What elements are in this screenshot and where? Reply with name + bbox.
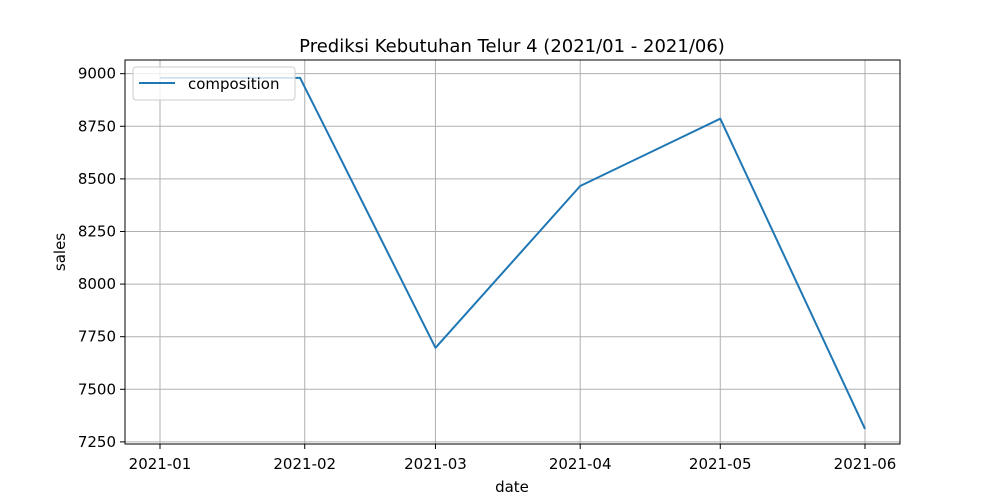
plot-frame bbox=[124, 59, 901, 445]
x-axis-label: date bbox=[495, 478, 529, 496]
legend-label-composition: composition bbox=[188, 75, 279, 93]
x-tick-label: 2021-04 bbox=[549, 455, 612, 473]
y-tick-label: 7500 bbox=[78, 380, 116, 398]
x-tick-label: 2021-01 bbox=[129, 455, 192, 473]
legend: composition bbox=[132, 66, 296, 101]
y-axis: 7250 7500 7750 8000 8250 8500 8750 9000 bbox=[78, 65, 125, 451]
series-layer bbox=[160, 76, 866, 430]
legend-box bbox=[132, 66, 296, 101]
y-tick-label: 8250 bbox=[78, 222, 116, 240]
x-tick-label: 2021-06 bbox=[834, 455, 897, 473]
x-tick-label: 2021-03 bbox=[404, 455, 467, 473]
y-tick-label: 8750 bbox=[78, 117, 116, 135]
y-tick-label: 9000 bbox=[78, 65, 116, 83]
y-tick-label: 8500 bbox=[78, 170, 116, 188]
grid-lines bbox=[125, 60, 900, 444]
x-axis: 2021-01 2021-02 2021-03 2021-04 2021-05 2021-… bbox=[129, 444, 897, 473]
series-line-composition bbox=[160, 76, 866, 430]
x-tick-label: 2021-05 bbox=[689, 455, 752, 473]
y-tick-label: 8000 bbox=[78, 275, 116, 293]
x-tick-label: 2021-02 bbox=[273, 455, 336, 473]
y-axis-label: sales bbox=[51, 233, 69, 271]
y-tick-label: 7250 bbox=[78, 433, 116, 451]
y-tick-label: 7750 bbox=[78, 328, 116, 346]
chart-title: Prediksi Kebutuhan Telur 4 (2021/01 - 20… bbox=[299, 36, 725, 57]
